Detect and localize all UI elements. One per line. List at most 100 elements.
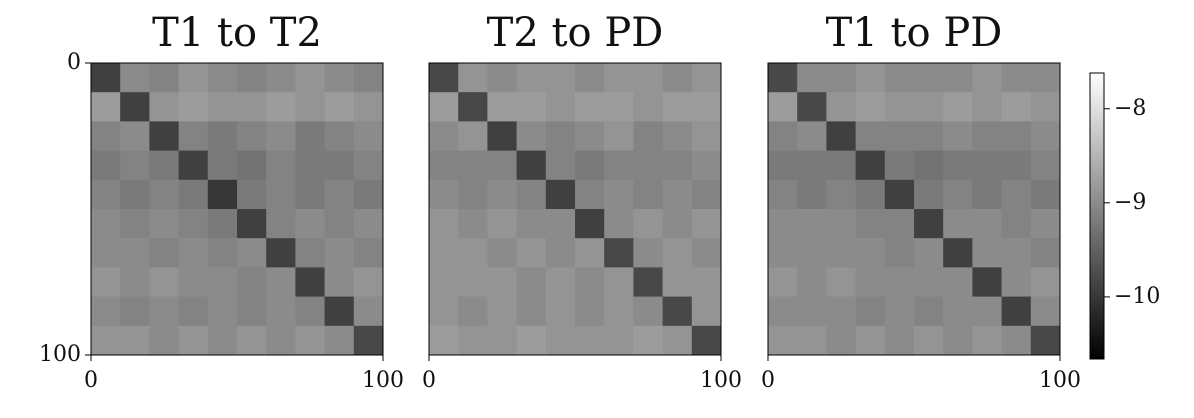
heatmap-cell bbox=[120, 209, 150, 239]
heatmap-cell bbox=[324, 92, 355, 122]
heatmap-cell bbox=[1030, 179, 1061, 210]
heatmap-cell bbox=[797, 325, 827, 356]
heatmap-cell bbox=[429, 325, 459, 356]
heatmap-cell bbox=[429, 238, 459, 268]
heatmap-cell bbox=[884, 267, 915, 298]
heatmap-cell bbox=[149, 267, 180, 298]
heatmap-cell bbox=[487, 296, 518, 327]
heatmap-cell bbox=[691, 179, 722, 210]
heatmap-cell bbox=[884, 209, 915, 239]
heatmap-cell bbox=[633, 325, 664, 356]
heatmap-cell bbox=[324, 325, 355, 356]
heatmap-cell bbox=[1030, 63, 1061, 93]
heatmap-cell bbox=[855, 238, 886, 268]
heatmap-cell bbox=[855, 209, 886, 239]
heatmap-cell bbox=[855, 325, 886, 356]
heatmap-cell bbox=[353, 92, 384, 122]
heatmap-cell bbox=[884, 121, 915, 152]
heatmap-cell bbox=[91, 325, 121, 356]
heatmap-cell bbox=[324, 150, 355, 181]
heatmap-cell bbox=[516, 121, 547, 152]
heatmap-cell bbox=[633, 267, 664, 298]
heatmap-cell bbox=[120, 267, 150, 298]
heatmap-cell bbox=[487, 63, 518, 93]
heatmap-cell bbox=[633, 296, 664, 327]
heatmap-cell bbox=[91, 150, 121, 181]
heatmap-cell bbox=[324, 238, 355, 268]
heatmap-cell bbox=[545, 150, 576, 181]
heatmap-cell bbox=[91, 121, 121, 152]
heatmap-cell bbox=[207, 179, 238, 210]
heatmap-cell bbox=[516, 296, 547, 327]
heatmap-cell bbox=[575, 63, 605, 93]
heatmap-cell bbox=[1001, 92, 1032, 122]
heatmap-cell bbox=[237, 150, 267, 181]
heatmap-cell bbox=[545, 121, 576, 152]
heatmap-cell bbox=[575, 296, 605, 327]
heatmap-cell bbox=[1030, 209, 1061, 239]
x-tick-label: 0 bbox=[84, 368, 98, 393]
heatmap-cell bbox=[1030, 92, 1061, 122]
heatmap-cell bbox=[353, 150, 384, 181]
heatmap-cell bbox=[91, 238, 121, 268]
heatmap-cell bbox=[604, 296, 634, 327]
heatmap-cell bbox=[855, 121, 886, 152]
heatmap-cell bbox=[266, 179, 296, 210]
heatmap-cell bbox=[353, 238, 384, 268]
heatmap-cell bbox=[120, 325, 150, 356]
heatmap-cell bbox=[353, 325, 384, 356]
heatmap-cell bbox=[1030, 325, 1061, 356]
heatmap-cell bbox=[1001, 267, 1032, 298]
heatmap-cell bbox=[1030, 121, 1061, 152]
heatmap-cell bbox=[797, 121, 827, 152]
heatmap-cell bbox=[266, 63, 296, 93]
heatmap-cell bbox=[324, 63, 355, 93]
heatmap-cell bbox=[797, 238, 827, 268]
heatmap-cell bbox=[768, 150, 798, 181]
heatmap-cell bbox=[1030, 238, 1061, 268]
heatmap-cell bbox=[826, 209, 857, 239]
heatmap-cell bbox=[826, 296, 857, 327]
heatmap-cell bbox=[178, 150, 209, 181]
heatmap-cell bbox=[797, 209, 827, 239]
heatmap-cell bbox=[516, 267, 547, 298]
heatmap-cell bbox=[91, 92, 121, 122]
heatmap-cell bbox=[633, 92, 664, 122]
heatmap-cell bbox=[91, 179, 121, 210]
heatmap-cell bbox=[429, 296, 459, 327]
heatmap-cell bbox=[914, 121, 944, 152]
heatmap-cell bbox=[353, 121, 384, 152]
heatmap-cell bbox=[487, 150, 518, 181]
heatmap-cell bbox=[914, 296, 944, 327]
heatmap-cell bbox=[178, 209, 209, 239]
heatmap-cell bbox=[797, 92, 827, 122]
heatmap-cell bbox=[458, 296, 488, 327]
heatmap-cell bbox=[662, 92, 693, 122]
heatmap-cell bbox=[575, 238, 605, 268]
heatmap-cell bbox=[237, 296, 267, 327]
heatmap-cell bbox=[604, 179, 634, 210]
panel-title: T1 to PD bbox=[826, 10, 1003, 56]
heatmap-cell bbox=[429, 179, 459, 210]
heatmap-cell bbox=[633, 238, 664, 268]
heatmap-cell bbox=[120, 179, 150, 210]
heatmap-cell bbox=[353, 267, 384, 298]
heatmap-cell bbox=[207, 92, 238, 122]
heatmap-cell bbox=[575, 209, 605, 239]
heatmap-cell bbox=[633, 121, 664, 152]
heatmap-cell bbox=[120, 238, 150, 268]
heatmap-cell bbox=[516, 150, 547, 181]
heatmap-cell bbox=[516, 92, 547, 122]
heatmap-cell bbox=[943, 63, 973, 93]
heatmap-cell bbox=[266, 238, 296, 268]
heatmap-cell bbox=[662, 121, 693, 152]
heatmap-cell bbox=[324, 296, 355, 327]
heatmap-cell bbox=[768, 92, 798, 122]
heatmap-cell bbox=[178, 121, 209, 152]
heatmap-cell bbox=[178, 63, 209, 93]
heatmap-cell bbox=[207, 296, 238, 327]
heatmap-cell bbox=[662, 150, 693, 181]
colorbar bbox=[1089, 72, 1105, 360]
heatmap-cell bbox=[662, 179, 693, 210]
heatmap-cell bbox=[237, 92, 267, 122]
